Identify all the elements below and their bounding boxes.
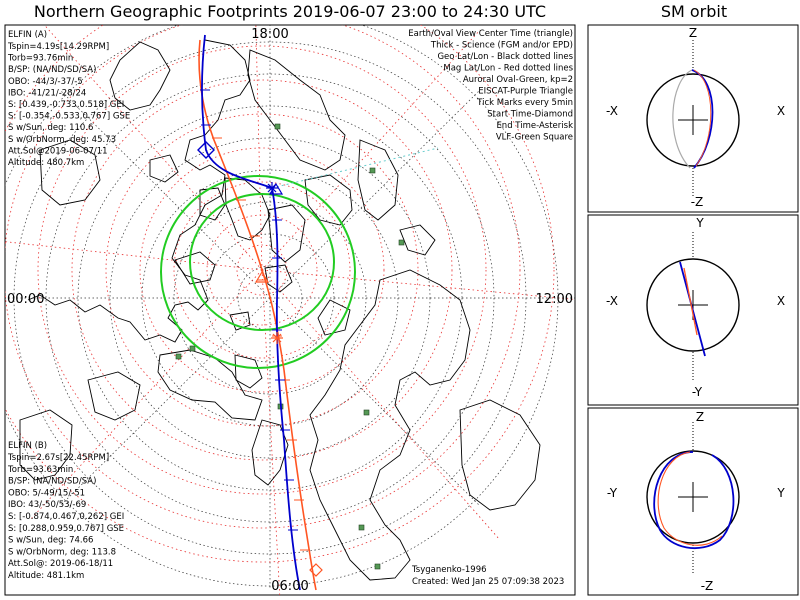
sm-panel-xy (646, 232, 740, 380)
sm2-top: Y (695, 216, 704, 230)
elfin-b-line: S w/Sun, deg: 74.66 (8, 536, 93, 546)
elfin-b-line: S: [-0.874,0.467,0.262] GEI (8, 512, 124, 522)
elfin-b-line: Torb=93.63min (7, 465, 73, 475)
hour-label-left: 00:00 (7, 292, 44, 307)
elfin-b-view-triangle (254, 270, 270, 283)
elfin-a-line: S w/Sun, deg: 110.6 (8, 123, 93, 133)
elfin-a-line: IBO: -41/21/-28/24 (8, 88, 86, 98)
elfin-a-line: Altitude: 480.7km (8, 158, 84, 168)
sm2-right: X (777, 294, 785, 308)
hour-label-right: 12:00 (536, 292, 573, 307)
elfin-b-line: OBO: 5/-49/15/-51 (8, 488, 85, 498)
map-frame (4, 24, 576, 596)
sm2-left: -X (606, 294, 618, 308)
geo-latlon-grid (5, 25, 575, 590)
elfin-b-line: B/SP: (NA/ND/SD/SA) (8, 477, 96, 487)
elfin-a-line: S: [-0.354,-0.533,0.767] GSE (8, 112, 130, 122)
elfin-a-name: ELFIN (A) (8, 30, 47, 40)
legend: Earth/Oval View Center Time (triangle) Th… (408, 29, 573, 143)
sm-panel-yz (646, 422, 740, 575)
hour-label-top: 18:00 (251, 27, 288, 42)
vlf-stations (175, 123, 405, 570)
elfin-a-line: OBO: -44/3/-37/-5 (8, 77, 83, 87)
sm-panel-frame-xz (587, 24, 799, 213)
footer-created: Created: Wed Jan 25 07:09:38 2023 (412, 577, 564, 587)
legend-entry: Earth/Oval View Center Time (triangle) (408, 29, 573, 39)
legend-entry: Start Time-Diamond (487, 110, 573, 120)
elfin-b-line: IBO: 43/-50/53/-69 (8, 500, 86, 510)
sm3-bottom: -Z (701, 579, 714, 593)
elfin-b-name: ELFIN (B) (8, 441, 47, 451)
auroral-oval (160, 175, 356, 369)
legend-entry: Thick - Science (FGM and/or EPD) (430, 41, 573, 51)
elfin-a-info: ELFIN (A) Tspin=4.19s[14.29RPM] Torb=93.76… (7, 30, 130, 168)
elfin-a-line: B/SP: (NA/ND/SD/SA) (8, 65, 96, 75)
sm-panel-xz (646, 40, 740, 198)
sm2-bottom: -Y (692, 385, 703, 399)
elfin-b-diamond (309, 563, 323, 577)
elfin-b-line: Att.Sol@: 2019-06-18/11 (8, 559, 113, 569)
sm-panel-frame-xy (587, 214, 799, 406)
elfin-a-line: S: [0.439,-0.733,0.518] GEI (8, 100, 124, 110)
legend-entry: Mag Lat/Lon - Red dotted lines (443, 64, 573, 74)
sm-panel-frame-yz (587, 407, 799, 596)
legend-entry: End Time-Asterisk (496, 121, 573, 131)
legend-entry: Auroral Oval-Green, kp=2 (463, 75, 573, 85)
elfin-b-asterisk (271, 332, 283, 344)
elfin-b-line: S w/OrbNorm, deg: 113.8 (8, 547, 116, 557)
elfin-a-track (201, 34, 301, 591)
legend-entry: Tick Marks every 5min (476, 98, 573, 108)
sm1-right: X (777, 104, 785, 118)
elfin-a-line: Torb=93.76min (7, 54, 73, 64)
elfin-b-line: S: [0.288,0.959,0.767] GSE (8, 524, 124, 534)
sm3-top: Z (696, 410, 704, 424)
sm-orbit-title: SM orbit (660, 2, 728, 21)
sm3-right: Y (776, 486, 785, 500)
plot-title: Northern Geographic Footprints 2019-06-0… (33, 2, 547, 21)
view-center-line (271, 147, 439, 189)
legend-entry: EISCAT-Purple Triangle (478, 87, 573, 97)
elfin-a-end-asterisk (266, 182, 278, 194)
sm1-bottom: -Z (691, 195, 704, 209)
elfin-a-ticks (200, 89, 298, 531)
legend-entry: Geo Lat/Lon - Black dotted lines (437, 52, 573, 62)
legend-entry: VLF-Green Square (496, 133, 573, 143)
elfin-a-line: S w/OrbNorm, deg: 45.73 (8, 135, 116, 145)
hour-label-bottom: 06:00 (271, 579, 308, 594)
footer-model: Tsyganenko-1996 (411, 565, 487, 575)
sm3-left: -Y (607, 486, 618, 500)
elfin-b-info: ELFIN (B) Tspin=2.67s[22.45RPM] Torb=93.63… (7, 441, 124, 581)
elfin-a-line: Tspin=4.19s[14.29RPM] (7, 42, 109, 52)
elfin-b-track (198, 39, 317, 591)
elfin-a-line: Att.Sol@2019-06-07/11 (8, 146, 108, 156)
sm1-top: Z (689, 26, 697, 40)
elfin-a-start-diamond (197, 141, 215, 159)
elfin-b-line: Tspin=2.67s[22.45RPM] (7, 453, 109, 463)
sm1-left: -X (606, 104, 618, 118)
elfin-b-line: Altitude: 481.1km (8, 571, 84, 581)
